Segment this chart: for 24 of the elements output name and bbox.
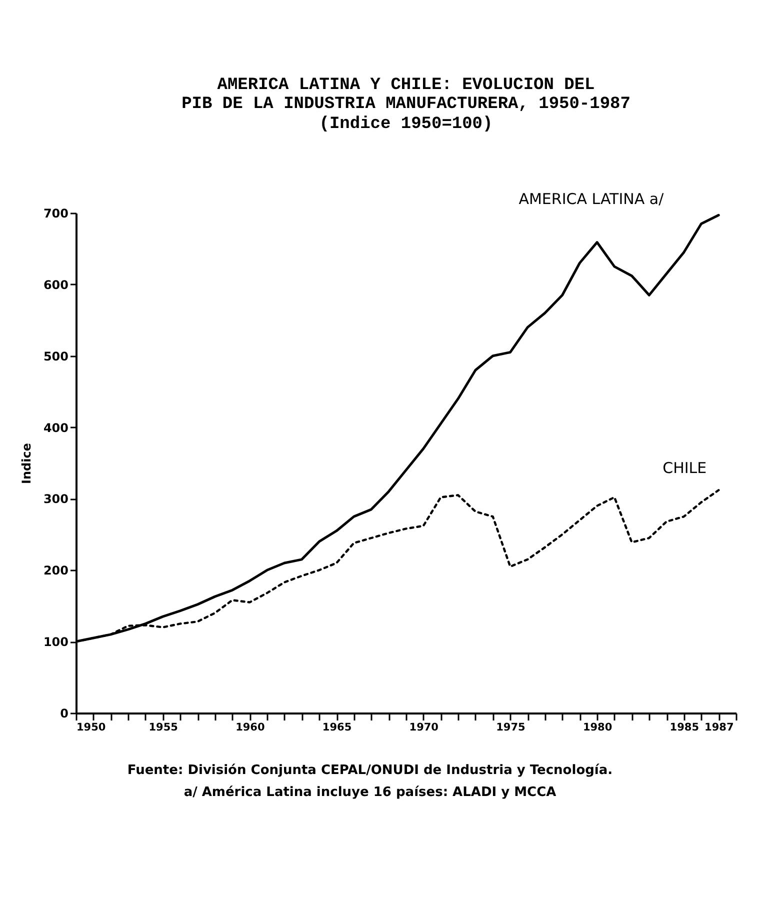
chart-title: AMERICA LATINA Y CHILE: EVOLUCION DEL PIB DE LA INDUSTRIA MANUFACTURERA, 1950-1987	[182, 76, 630, 114]
x-tick-label: 1970	[409, 722, 438, 734]
x-tick-label: 1987	[704, 722, 734, 734]
x-tick-label: 1950	[76, 722, 106, 734]
y-tick-label: 100	[43, 635, 68, 650]
y-tick-label: 500	[43, 349, 68, 364]
y-axis-title: Indice	[19, 443, 34, 484]
text: a/ América Latina incluye 16 países: ALADI y MCCA	[182, 784, 558, 802]
y-tick-label: 200	[43, 564, 68, 578]
source-note: Fuente: División Conjunta CEPAL/ONUDI de Industria y Tecnología.	[126, 762, 614, 780]
y-tick-label: 300	[43, 492, 68, 506]
x-tick-label: 1975	[496, 722, 526, 734]
x-tick-label: 1980	[582, 722, 612, 734]
text: AMERICA LATINA a/	[518, 190, 665, 208]
y-tick-label: 0	[60, 706, 68, 720]
x-tick-label: 1965	[322, 722, 352, 734]
y-tick-label: 700	[43, 206, 68, 220]
series-label: CHILE	[662, 459, 707, 478]
x-tick-label: 1960	[236, 722, 265, 734]
y-tick-label: 600	[43, 278, 68, 292]
x-tick-label: 1955	[148, 722, 178, 734]
x-tick-label: 1985	[670, 722, 700, 734]
chart-subtitle: (Indice 1950=100)	[319, 115, 493, 134]
y-tick-label: 400	[43, 420, 68, 435]
